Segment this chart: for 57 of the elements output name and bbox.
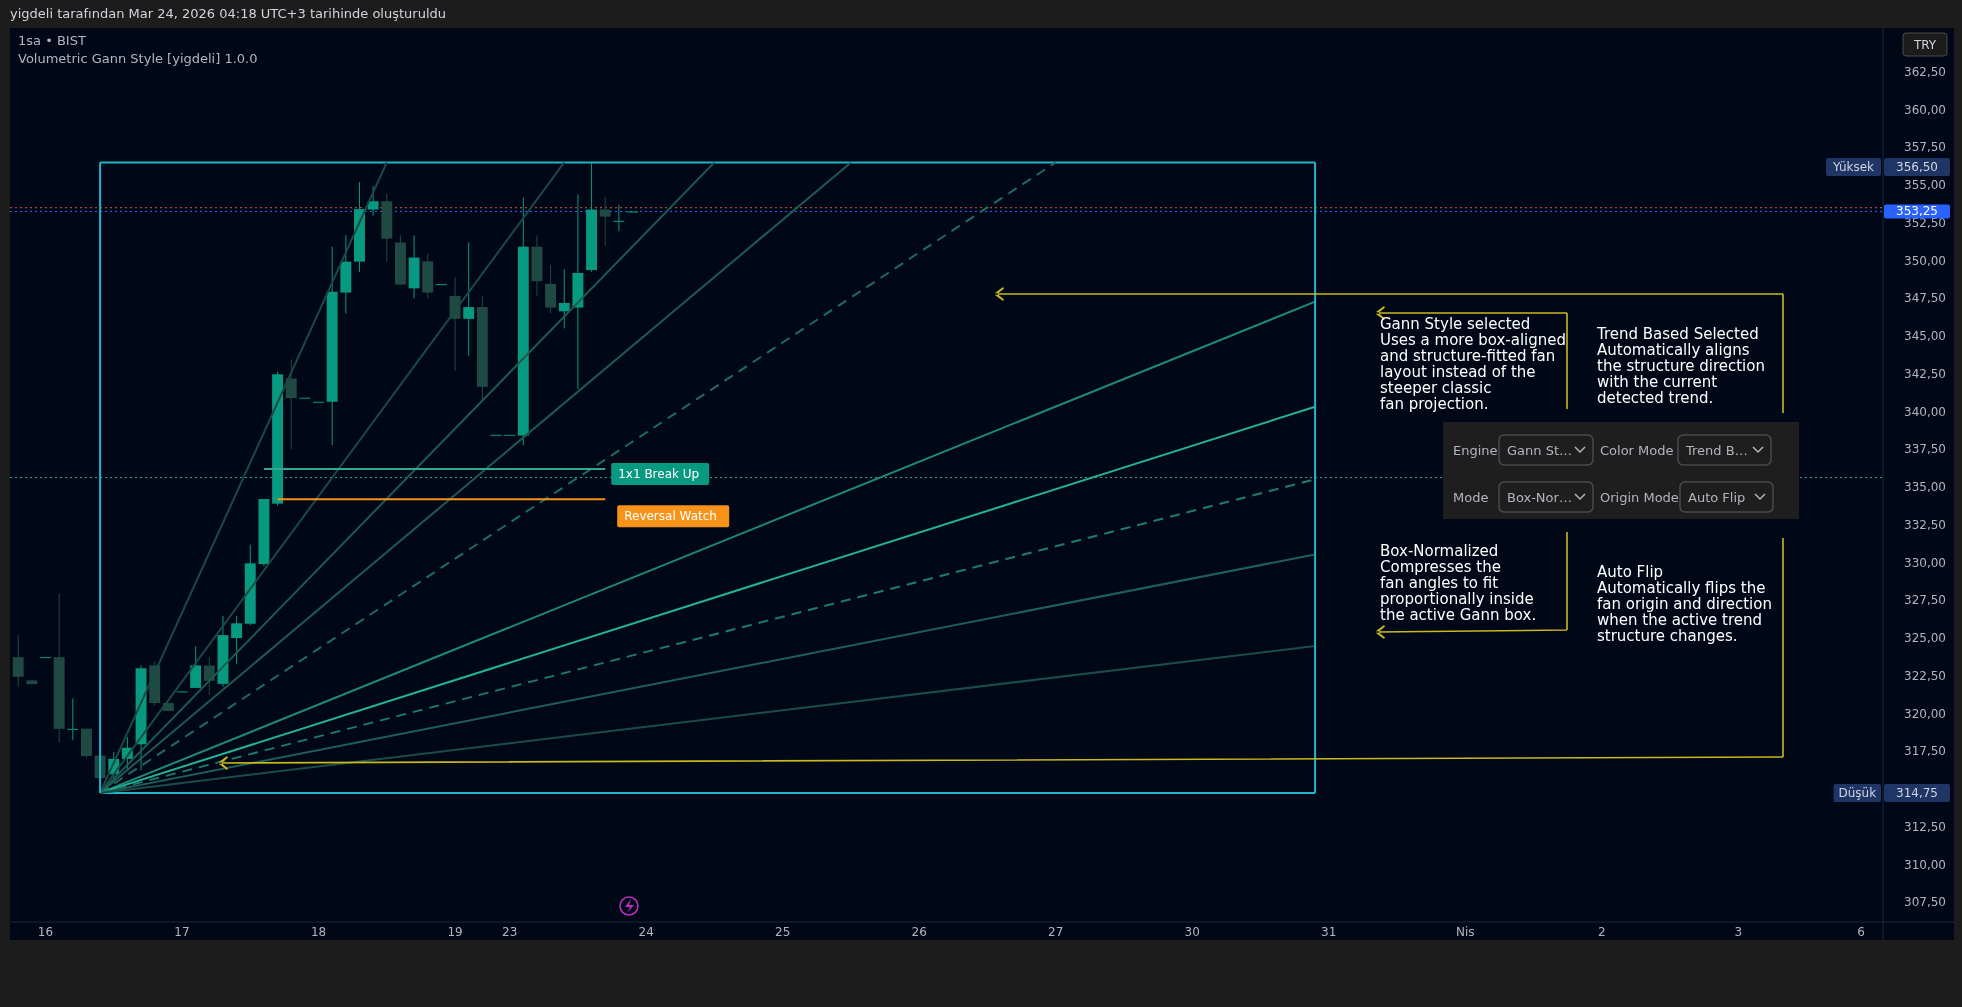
y-tick-label: 330,00 xyxy=(1904,555,1946,570)
x-tick-label: 3 xyxy=(1734,925,1743,939)
y-tick-label: 342,50 xyxy=(1904,366,1946,381)
y-tick-label: 310,00 xyxy=(1904,857,1946,872)
x-tick-label: 24 xyxy=(638,925,654,939)
y-tick-label: 307,50 xyxy=(1904,895,1946,910)
text: TRY xyxy=(1912,38,1937,52)
annotation: Auto Flip Automatically flips the fan origin and direction when the active trend structure changes. xyxy=(1597,563,1772,645)
x-tick-label: 23 xyxy=(502,925,518,939)
x-tick-label: 19 xyxy=(447,925,463,939)
text: 356,50 xyxy=(1896,160,1938,174)
annotation: Trend B… xyxy=(1685,443,1748,458)
y-tick-label: 332,50 xyxy=(1904,517,1946,532)
annotation: Box-Nor… xyxy=(1507,490,1572,505)
y-tick-label: 335,00 xyxy=(1904,480,1946,495)
y-tick-label: 317,50 xyxy=(1904,744,1946,759)
x-tick-label: 27 xyxy=(1048,925,1064,939)
y-tick-label: 320,00 xyxy=(1904,706,1946,721)
chart-subtitle: 1sa • BIST xyxy=(18,33,86,48)
y-tick-label: 357,50 xyxy=(1904,140,1946,155)
y-tick-label: 340,00 xyxy=(1904,404,1946,419)
annotation: Auto Flip xyxy=(1688,490,1746,505)
x-tick-label: Nis xyxy=(1455,925,1475,939)
y-tick-label: 347,50 xyxy=(1904,291,1946,306)
y-tick-label: 322,50 xyxy=(1904,668,1946,683)
x-tick-label: 30 xyxy=(1184,925,1200,939)
annotation: Gann St… xyxy=(1507,443,1572,458)
x-tick-label: 31 xyxy=(1321,925,1337,939)
chart-title: yigdeli tarafından Mar 24, 2026 04:18 UTC+3 tarihinde oluşturuldu xyxy=(10,6,446,21)
annotation: Volumetric Gann Style [yigdeli] 1.0.0 xyxy=(18,51,258,66)
text: 314,75 xyxy=(1896,786,1938,800)
annotation: Origin Mode xyxy=(1600,490,1679,505)
x-tick-label: 17 xyxy=(174,925,190,939)
annotation: Engine xyxy=(1453,443,1498,458)
x-tick-label: 18 xyxy=(310,925,327,939)
y-tick-label: 350,00 xyxy=(1904,253,1946,268)
y-tick-label: 355,00 xyxy=(1904,178,1946,193)
annotation: Yüksek xyxy=(1831,160,1875,174)
annotation: Color Mode xyxy=(1600,443,1674,458)
x-tick-label: 26 xyxy=(911,925,927,939)
y-tick-label: 362,50 xyxy=(1904,64,1946,79)
annotation: Reversal Watch xyxy=(624,509,717,524)
annotation: 1x1 Break Up xyxy=(618,466,700,481)
x-tick-label: 16 xyxy=(37,925,54,939)
x-tick-label: 6 xyxy=(1857,925,1865,939)
annotation: Box-Normalized Compresses the fan angles to fit proportionally inside the active Gann box. xyxy=(1380,542,1537,624)
y-tick-label: 327,50 xyxy=(1904,593,1946,608)
x-tick-label: 2 xyxy=(1597,925,1606,939)
y-tick-label: 360,00 xyxy=(1904,102,1946,117)
annotation: Düşük xyxy=(1838,786,1877,800)
annotation: Mode xyxy=(1453,490,1489,505)
y-tick-label: 325,00 xyxy=(1904,631,1946,646)
y-tick-label: 312,50 xyxy=(1904,819,1946,834)
annotation: Trend Based Selected Automatically aligns the structure direction with the current detected trend. xyxy=(1596,325,1765,407)
y-tick-label: 337,50 xyxy=(1904,442,1946,457)
y-tick-label: 345,00 xyxy=(1904,329,1946,344)
x-tick-label: 25 xyxy=(775,925,791,939)
